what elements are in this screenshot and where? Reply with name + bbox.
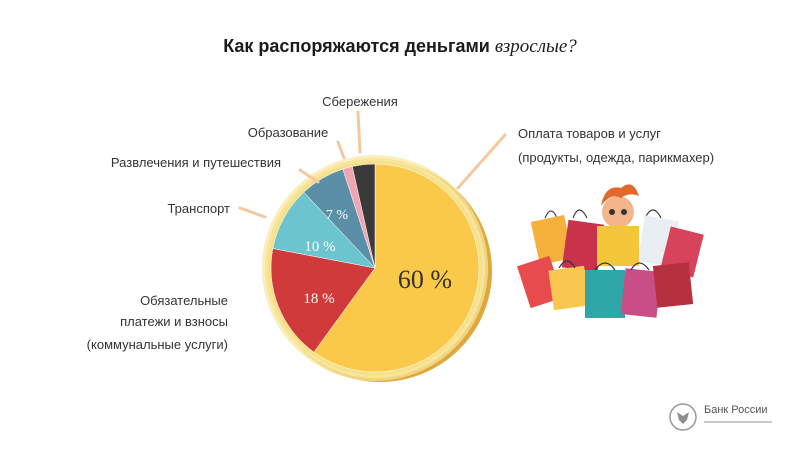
bag-dark-red [652,262,694,308]
bag-handle [630,262,650,271]
leader-education [336,140,346,160]
shopping-bags-illustration [517,184,704,318]
label-goods-line1: Оплата товаров и услуг [518,126,661,141]
leader-lines [238,110,507,219]
bag-red [561,219,605,273]
leader-transport [238,206,267,219]
bag-yellow [597,226,639,266]
leader-savings [356,110,362,154]
bag-light-orange [548,265,590,311]
bag-coral [517,255,563,309]
bag-orange [530,214,574,266]
chart-title: Как распоряжаются деньгами взрослые? [0,36,800,58]
pct-label-entertainment: 7 % [326,208,349,223]
label-entertainment: Развлечения и путешествия [111,155,281,170]
bag-handle [544,210,558,219]
slice-payments [270,248,376,353]
label-goods-line2: (продукты, одежда, парикмахер) [518,150,714,165]
person-eye-left [609,209,615,215]
leader-entertainment [298,168,320,184]
person-hair [601,184,639,206]
person-eye-right [621,209,627,215]
bag-handle [558,260,576,269]
bag-teal [585,270,625,318]
pct-label-transport: 10 % [304,239,335,255]
label-payments-line1: Обязательные [140,293,228,308]
percent-labels: 60 % 18 % 10 % 7 % [303,208,452,307]
bag-magenta [620,268,662,318]
coin-edge [262,155,488,381]
label-transport: Транспорт [167,201,230,216]
label-education: Образование [248,125,329,140]
bank-logo: Банк России [668,402,778,436]
bag-handle [594,262,616,271]
leader-goods [456,133,507,190]
label-payments-line2: платежи и взносы [120,314,228,329]
title-main: Как распоряжаются деньгами [223,36,495,56]
title-emphasis: взрослые? [494,36,577,57]
person-face [602,196,634,228]
bank-subtitle-line [704,421,772,423]
label-savings: Сбережения [322,94,398,109]
bag-handle [572,209,588,219]
bank-emblem-icon [669,403,697,431]
label-payments-line3: (коммунальные услуги) [87,337,228,352]
slice-savings [352,163,376,269]
bank-name: Банк России [704,404,768,416]
slice-goods [313,163,480,373]
pct-label-goods: 60 % [398,265,452,294]
pct-label-payments: 18 % [303,291,334,307]
pie-slices [270,163,480,373]
